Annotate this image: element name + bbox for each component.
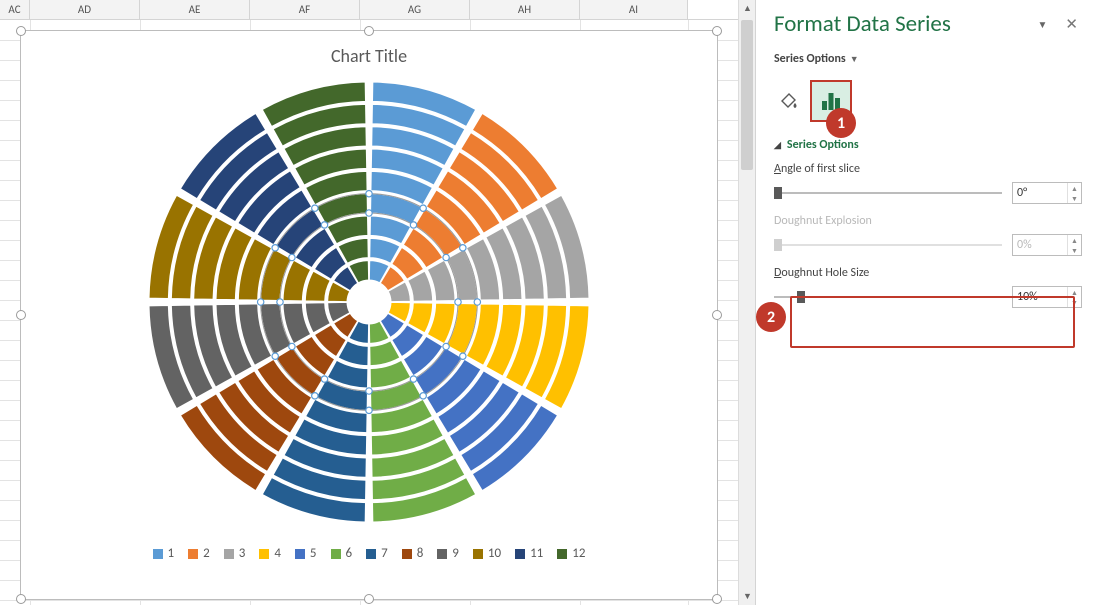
angle-label: Angle of first slice [774, 162, 1082, 176]
angle-value-input[interactable]: 0° ▲▼ [1012, 182, 1082, 204]
chart-title[interactable]: Chart Title [21, 31, 717, 67]
series-selection-handle[interactable] [460, 353, 466, 359]
worksheet-grid[interactable]: ACADAEAFAGAHAI Chart Title 1234567891011… [0, 0, 755, 605]
resize-handle-sw[interactable] [16, 594, 26, 604]
column-header[interactable]: AH [470, 0, 580, 19]
vertical-scrollbar[interactable]: ▲ ▼ [738, 0, 755, 605]
series-selection-handle[interactable] [366, 388, 372, 394]
hole-size-label: Doughnut Hole Size [774, 266, 1082, 280]
series-selection-handle[interactable] [321, 376, 327, 382]
series-selection-handle[interactable] [289, 254, 295, 260]
resize-handle-ne[interactable] [712, 26, 722, 36]
series-selection-handle[interactable] [366, 190, 372, 196]
spin-up[interactable]: ▲ [1068, 183, 1081, 193]
legend-item[interactable]: 7 [366, 546, 388, 561]
explosion-value-input: 0% ▲▼ [1012, 234, 1082, 256]
callout-badge-1: 1 [826, 108, 856, 138]
column-header[interactable]: AI [580, 0, 688, 19]
series-selection-handle[interactable] [272, 353, 278, 359]
chart-object[interactable]: Chart Title 123456789101112 [20, 30, 718, 600]
column-header[interactable]: AF [250, 0, 360, 19]
explosion-slider [774, 237, 1002, 253]
series-selection-handle[interactable] [420, 393, 426, 399]
series-selection-handle[interactable] [420, 205, 426, 211]
column-headers: ACADAEAFAGAHAI [0, 0, 755, 20]
pane-title: Format Data Series [774, 10, 951, 38]
callout-badge-2: 2 [756, 302, 786, 332]
series-selection-handle[interactable] [272, 245, 278, 251]
angle-of-first-slice-option: Angle of first slice 0° ▲▼ [774, 162, 1082, 204]
series-selection-handle[interactable] [474, 299, 480, 305]
legend-item[interactable]: 1 [153, 546, 175, 561]
resize-handle-nw[interactable] [16, 26, 26, 36]
doughnut-explosion-option: Doughnut Explosion 0% ▲▼ [774, 214, 1082, 256]
resize-handle-se[interactable] [712, 594, 722, 604]
series-selection-handle[interactable] [366, 210, 372, 216]
series-selection-handle[interactable] [443, 343, 449, 349]
legend-item[interactable]: 8 [402, 546, 424, 561]
series-selection-handle[interactable] [443, 254, 449, 260]
resize-handle-s[interactable] [364, 594, 374, 604]
scroll-down-arrow[interactable]: ▼ [739, 588, 756, 605]
column-header[interactable]: AD [30, 0, 140, 19]
fill-and-line-tab-icon[interactable] [774, 87, 802, 115]
series-selection-handle[interactable] [312, 205, 318, 211]
chart-plot-area[interactable] [21, 67, 717, 542]
legend-item[interactable]: 9 [437, 546, 459, 561]
legend-item[interactable]: 2 [188, 546, 210, 561]
column-header[interactable]: AE [140, 0, 250, 19]
series-selection-handle[interactable] [455, 299, 461, 305]
series-selection-handle[interactable] [257, 299, 263, 305]
callout-box-hole-size [790, 296, 1075, 348]
legend-item[interactable]: 3 [224, 546, 246, 561]
pane-subtitle[interactable]: Series Options ▼ [774, 52, 1082, 66]
legend-item[interactable]: 11 [515, 546, 543, 561]
series-selection-handle[interactable] [277, 299, 283, 305]
legend-item[interactable]: 4 [259, 546, 281, 561]
legend-item[interactable]: 12 [557, 546, 585, 561]
legend-item[interactable]: 6 [331, 546, 353, 561]
series-selection-handle[interactable] [321, 222, 327, 228]
explosion-label: Doughnut Explosion [774, 214, 1082, 228]
legend-item[interactable]: 10 [473, 546, 501, 561]
chart-legend[interactable]: 123456789101112 [21, 542, 717, 571]
series-selection-handle[interactable] [289, 343, 295, 349]
column-header[interactable]: AG [360, 0, 470, 19]
scroll-up-arrow[interactable]: ▲ [739, 0, 756, 17]
series-selection-handle[interactable] [366, 407, 372, 413]
series-selection-handle[interactable] [410, 222, 416, 228]
series-selection-handle[interactable] [312, 393, 318, 399]
column-header[interactable]: AC [0, 0, 30, 19]
series-options-section-header[interactable]: ◢ Series Options [774, 138, 1082, 152]
legend-item[interactable]: 5 [295, 546, 317, 561]
spin-down[interactable]: ▼ [1068, 193, 1081, 203]
pane-options-dropdown[interactable]: ▼ [1034, 16, 1052, 33]
series-selection-handle[interactable] [460, 245, 466, 251]
angle-slider[interactable] [774, 185, 1002, 201]
scroll-thumb[interactable] [741, 20, 753, 170]
resize-handle-n[interactable] [364, 26, 374, 36]
close-pane-button[interactable]: ✕ [1061, 13, 1082, 36]
series-selection-handle[interactable] [410, 376, 416, 382]
